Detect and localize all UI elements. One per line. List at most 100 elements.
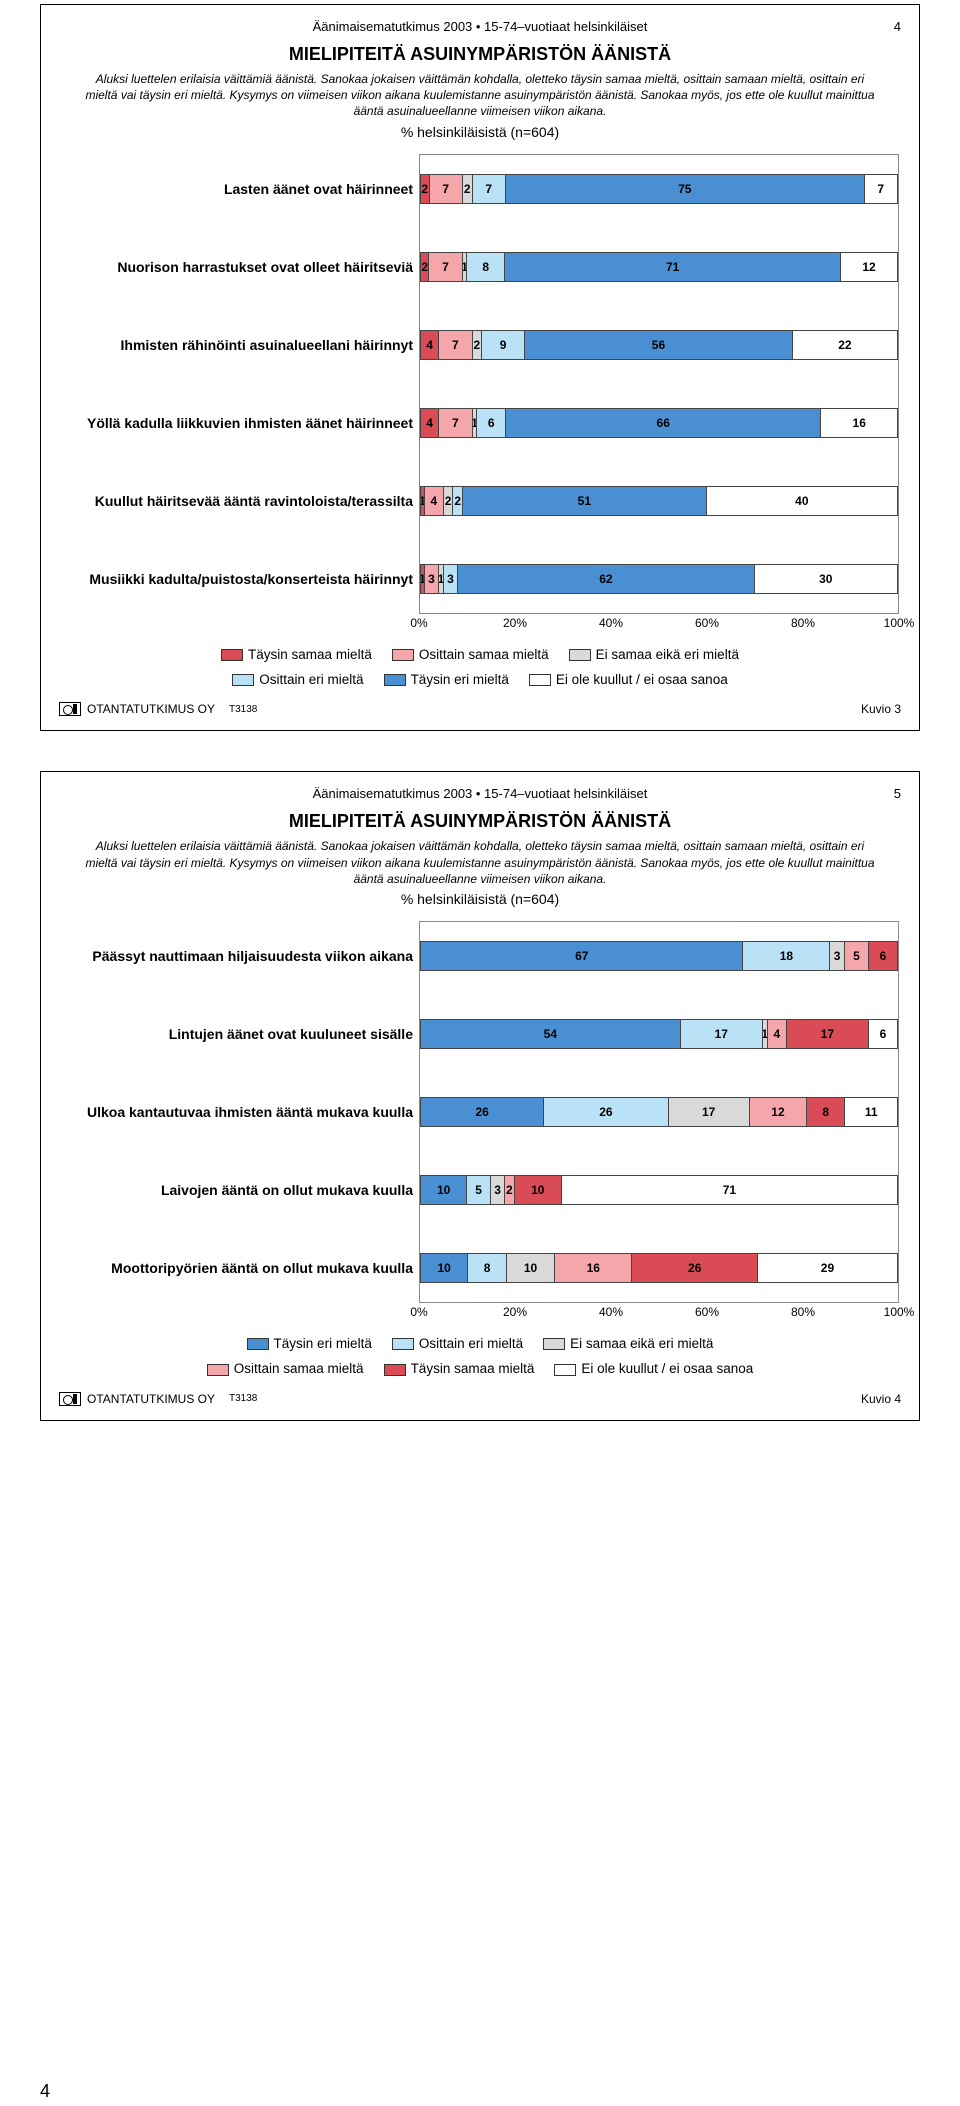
xaxis-tick: 100% xyxy=(884,616,915,630)
company-logo-icon xyxy=(59,1392,81,1406)
legend-item: Ei samaa eikä eri mieltä xyxy=(569,644,739,667)
legend-label: Täysin eri mieltä xyxy=(411,669,509,692)
bar-segment: 54 xyxy=(420,1019,681,1049)
legend-label: Osittain samaa mieltä xyxy=(419,644,549,667)
bar-segment: 17 xyxy=(681,1019,763,1049)
bar-segment: 26 xyxy=(544,1097,668,1127)
bar-segment: 6 xyxy=(869,941,898,971)
xaxis-tick: 0% xyxy=(410,1305,427,1319)
bottom-page-number: 4 xyxy=(40,2081,960,2102)
study-code: T3138 xyxy=(229,704,257,715)
figure4-legend: Täysin eri mieltäOsittain eri mieltäEi s… xyxy=(59,1333,901,1384)
company-name: OTANTATUTKIMUS OY xyxy=(87,1392,215,1406)
legend-label: Täysin eri mieltä xyxy=(274,1333,372,1356)
legend-item: Osittain samaa mieltä xyxy=(392,644,549,667)
bar-row-label: Ulkoa kantautuvaa ihmisten ääntä mukava … xyxy=(59,1097,419,1127)
bar-row-label: Laivojen ääntä on ollut mukava kuulla xyxy=(59,1175,419,1205)
bar-segment: 6 xyxy=(477,408,506,438)
figure3-footer: OTANTATUTKIMUS OY T3138 Kuvio 3 xyxy=(59,698,901,716)
bar-row: Ihmisten rähinöinti asuinalueellani häir… xyxy=(59,330,901,360)
figure4-sub: % helsinkiläisistä (n=604) xyxy=(59,891,901,907)
bar-segment: 17 xyxy=(669,1097,750,1127)
bar-row-label: Päässyt nauttimaan hiljaisuudesta viikon… xyxy=(59,941,419,971)
bar-segment: 7 xyxy=(430,174,463,204)
legend-label: Osittain eri mieltä xyxy=(259,669,363,692)
bar-row: Ulkoa kantautuvaa ihmisten ääntä mukava … xyxy=(59,1097,901,1127)
xaxis-tick: 80% xyxy=(791,616,815,630)
figure3-legend: Täysin samaa mieltä Osittain samaa mieltä… xyxy=(59,644,901,695)
bar-segment: 7 xyxy=(439,330,472,360)
bar-segment: 4 xyxy=(425,486,444,516)
figure3-desc: Aluksi luettelen erilaisia väittämiä ään… xyxy=(59,71,901,120)
bar-segment: 7 xyxy=(439,408,472,438)
bar-segment: 71 xyxy=(562,1175,898,1205)
bar-segment: 10 xyxy=(515,1175,562,1205)
bar-segment: 40 xyxy=(707,486,898,516)
figure3-sub: % helsinkiläisistä (n=604) xyxy=(59,124,901,140)
bar-segment: 2 xyxy=(463,174,473,204)
bar-segment: 16 xyxy=(555,1253,632,1283)
legend-swatch-icon xyxy=(529,674,551,686)
bar-segment: 12 xyxy=(750,1097,807,1127)
bar-row-label: Kuullut häiritsevää ääntä ravintoloista/… xyxy=(59,486,419,516)
xaxis-tick: 40% xyxy=(599,1305,623,1319)
bar-segment: 2 xyxy=(473,330,483,360)
legend-item: Täysin eri mieltä xyxy=(384,669,509,692)
bar-segment: 7 xyxy=(473,174,506,204)
bar-segment: 4 xyxy=(420,408,439,438)
bar-row: Yöllä kadulla liikkuvien ihmisten äänet … xyxy=(59,408,901,438)
legend-swatch-icon xyxy=(392,1338,414,1350)
bar-segment: 9 xyxy=(482,330,525,360)
figure4-footer: OTANTATUTKIMUS OY T3138 Kuvio 4 xyxy=(59,1388,901,1406)
bar-segment: 10 xyxy=(420,1175,467,1205)
figure-4: Äänimaisematutkimus 2003 • 15-74–vuotiaa… xyxy=(40,771,920,1420)
bar-segment: 2 xyxy=(453,486,463,516)
bar-row-label: Lintujen äänet ovat kuuluneet sisälle xyxy=(59,1019,419,1049)
legend-label: Täysin samaa mieltä xyxy=(248,644,372,667)
bar-row-label: Yöllä kadulla liikkuvien ihmisten äänet … xyxy=(59,408,419,438)
company-name: OTANTATUTKIMUS OY xyxy=(87,702,215,716)
legend-item: Osittain eri mieltä xyxy=(232,669,363,692)
bar-segment: 18 xyxy=(743,941,830,971)
bar-segment: 3 xyxy=(491,1175,505,1205)
bar-segment: 4 xyxy=(768,1019,787,1049)
bar-row-label: Nuorison harrastukset ovat olleet häirit… xyxy=(59,252,419,282)
xaxis-tick: 60% xyxy=(695,1305,719,1319)
bar-row-label: Moottoripyörien ääntä on ollut mukava ku… xyxy=(59,1253,419,1283)
bar-segment: 12 xyxy=(841,252,898,282)
legend-swatch-icon xyxy=(207,1364,229,1376)
figure4-page-num: 5 xyxy=(894,786,901,801)
bar-segment: 2 xyxy=(420,174,430,204)
bar-segment: 7 xyxy=(429,252,462,282)
legend-swatch-icon xyxy=(384,674,406,686)
bar-segment: 8 xyxy=(468,1253,507,1283)
bar-row-label: Lasten äänet ovat häirinneet xyxy=(59,174,419,204)
bar-segment: 8 xyxy=(807,1097,845,1127)
figure3-page-num: 4 xyxy=(894,19,901,34)
bar-segment: 75 xyxy=(506,174,865,204)
legend-label: Osittain samaa mieltä xyxy=(234,1358,364,1381)
bar-segment: 7 xyxy=(865,174,898,204)
figure4-header: Äänimaisematutkimus 2003 • 15-74–vuotiaa… xyxy=(313,786,648,801)
bar-row: Musiikki kadulta/puistosta/konserteista … xyxy=(59,564,901,594)
bar-row-label: Musiikki kadulta/puistosta/konserteista … xyxy=(59,564,419,594)
legend-item: Täysin eri mieltä xyxy=(247,1333,372,1356)
bar-row: Lintujen äänet ovat kuuluneet sisälle541… xyxy=(59,1019,901,1049)
bar-segment: 62 xyxy=(458,564,754,594)
bar-segment: 16 xyxy=(821,408,897,438)
legend-label: Ei ole kuullut / ei osaa sanoa xyxy=(556,669,728,692)
bar-segment: 2 xyxy=(505,1175,514,1205)
legend-swatch-icon xyxy=(247,1338,269,1350)
bar-segment: 3 xyxy=(830,941,844,971)
bar-segment: 30 xyxy=(755,564,898,594)
figure3-xaxis: 0%20%40%60%80%100% xyxy=(419,614,899,634)
legend-swatch-icon xyxy=(384,1364,406,1376)
legend-item: Osittain eri mieltä xyxy=(392,1333,523,1356)
legend-swatch-icon xyxy=(232,674,254,686)
xaxis-tick: 20% xyxy=(503,616,527,630)
bar-row-label: Ihmisten rähinöinti asuinalueellani häir… xyxy=(59,330,419,360)
figure4-header-row: Äänimaisematutkimus 2003 • 15-74–vuotiaa… xyxy=(59,786,901,801)
figure4-kuvio: Kuvio 4 xyxy=(861,1392,901,1406)
figure4-desc: Aluksi luettelen erilaisia väittämiä ään… xyxy=(59,838,901,887)
bar-segment: 66 xyxy=(506,408,821,438)
